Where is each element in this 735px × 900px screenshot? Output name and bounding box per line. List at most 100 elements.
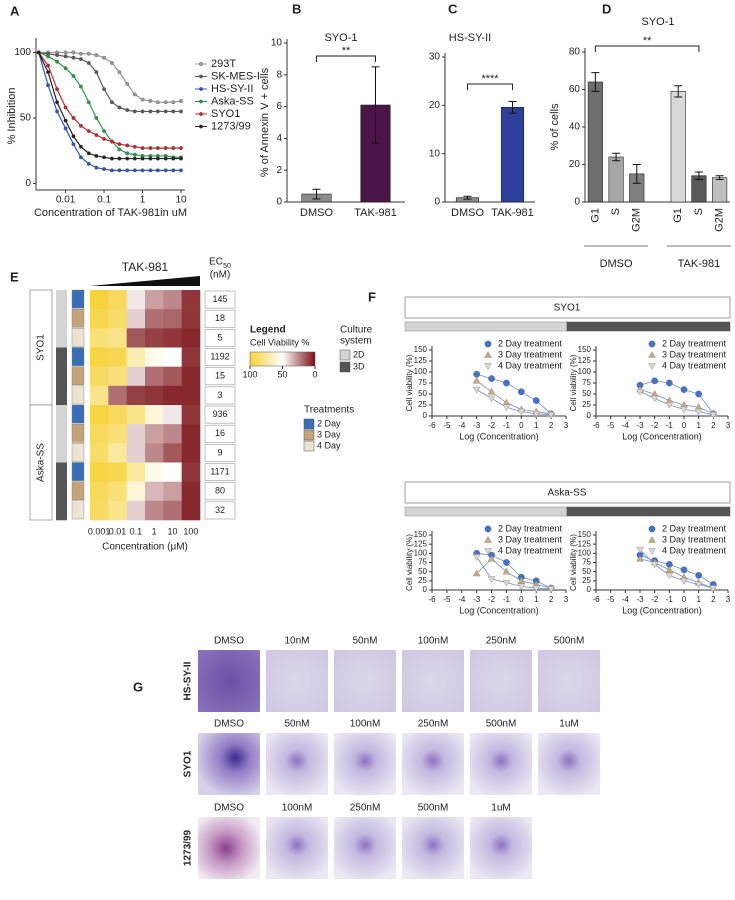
data-point [472,376,481,384]
legend-label: 2D [353,349,365,359]
x-tick-label: -6 [592,595,600,604]
x-tick-label: -1 [503,595,511,604]
x-tick-label: -3 [636,421,644,430]
y-tick-label: 25 [582,400,591,409]
x-tick-label: S [693,208,705,215]
ec50-value: 80 [215,486,225,496]
error-bar [612,152,621,162]
data-point [487,395,496,403]
data-point [473,370,481,378]
series-line [476,552,552,589]
group-header-label: SYO1 [554,303,581,314]
treatment-cell [71,462,85,481]
chart-title: HS-SY-II [449,32,491,44]
bar [587,81,603,203]
x-tick-label: 1 [696,421,701,430]
significance-label: **** [481,73,499,85]
row-label: SYO1 [183,750,194,777]
condition-label: 1uM [491,803,510,814]
data-point [46,63,51,68]
data-point [488,375,495,382]
chart-title: TAK-981 [122,260,169,274]
heatmap-cell [163,405,182,425]
ec50-unit: (nM) [210,270,231,281]
x-tick-label: TAK-981 [354,207,397,219]
data-point [148,98,153,103]
legend-label: SK-MES-I [211,70,260,82]
heatmap-cell [181,328,201,348]
y-tick-label: 0 [574,197,580,208]
bar [500,106,525,203]
culture-cell [56,424,67,444]
y-tick-label: 100 [578,548,592,557]
treatment-cell [71,385,85,405]
heatmap-cell [108,347,127,367]
group-header [404,481,731,504]
error-bar [463,195,472,200]
data-point [102,167,107,171]
heatmap-cell [126,500,146,521]
heatmap-cell [126,366,146,387]
data-point [163,109,168,114]
treatment-cell [71,289,85,309]
data-point [487,576,496,583]
legend-label: 3 Day treatment [662,534,727,544]
x-tick-label: -4 [622,595,630,604]
y-tick-label: 125 [578,539,592,548]
legend-label: 3 Day treatment [498,349,563,359]
treatment-cell [71,481,85,501]
heatmap-cell [145,405,164,425]
bar [608,156,624,203]
data-point [94,165,99,170]
ec50-value: 1192 [210,351,229,361]
heatmap-cell [145,462,164,482]
data-point [63,66,68,71]
heatmap-cell [108,443,127,463]
legend-label: 2 Day treatment [662,338,727,348]
y-tick-label: 50 [418,567,427,576]
data-point [109,61,114,65]
data-point [140,146,145,151]
condition-label: DMSO [214,719,244,730]
culture-cell [56,290,67,310]
x-tick-label: 0.1 [130,526,143,536]
ec50-box [204,329,236,347]
data-point [680,566,688,574]
data-point [86,51,91,56]
y-tick-label: 50 [582,567,591,576]
heatmap-cell [90,481,109,502]
data-point [71,116,76,120]
y-tick-label: 50 [582,389,591,398]
y-tick-label: 75 [582,378,591,387]
y-axis-label: % of cells [549,103,561,151]
data-point [86,100,91,105]
data-point [665,572,674,580]
significance-bracket [316,55,376,62]
legend-marker [199,112,203,116]
heatmap-cell [181,405,201,425]
heatmap-cell [126,481,146,502]
condition-label: 10nM [284,636,309,647]
data-point [665,379,673,387]
condition-label: 50nM [352,636,377,647]
series-line [476,389,552,416]
data-point [155,156,160,161]
ec50-value: 32 [215,505,225,515]
y-tick-label: 25 [582,576,591,585]
y-tick-label: 25 [418,576,427,585]
data-point [171,109,176,114]
heatmap-cell [108,385,127,406]
heatmap-cell [126,462,146,482]
x-tick-label: -3 [473,421,481,430]
legend-label: 2 Day [317,418,341,428]
data-point [709,585,718,593]
data-point [179,156,183,161]
legend-label: 4 Day treatment [662,545,727,555]
well-image [266,817,328,879]
series-line [38,52,182,160]
legend-label: 3 Day [317,429,341,439]
ec50-value: 145 [212,294,227,304]
heatmap-cell [163,462,182,482]
heatmap-cell [108,481,127,502]
heatmap-cell [126,443,146,463]
